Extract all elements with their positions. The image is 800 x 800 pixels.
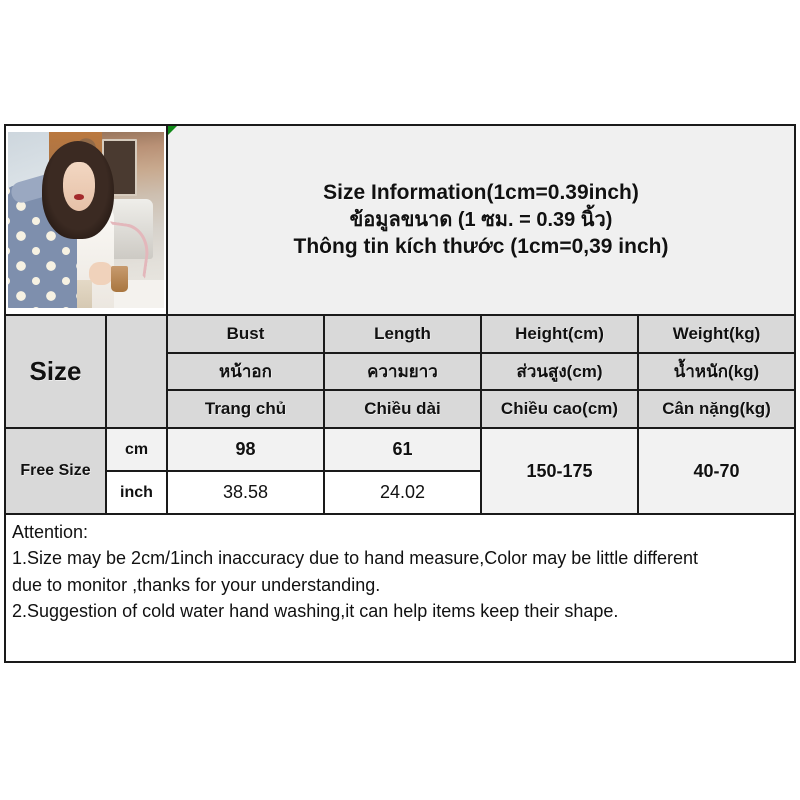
weight-value: 40-70 [639,429,794,513]
column-length-header-th: ความยาว [325,353,480,392]
bust-value-inch: 38.58 [168,472,323,513]
column-weight: Weight(kg) น้ำหนัก(kg) Cân nặng(kg) 40-7… [639,316,794,513]
unit-label-cm: cm [107,429,166,472]
photo-face [62,161,96,212]
unit-header-spacer [107,316,166,429]
length-value-inch: 24.02 [325,472,480,513]
column-weight-header-vi: Cân nặng(kg) [639,391,794,430]
column-length-header-en: Length [325,316,480,354]
bust-value-cm: 98 [168,429,323,472]
column-height-header-en: Height(cm) [482,316,637,354]
length-value-cm: 61 [325,429,480,472]
chart-top-band: Size Information(1cm=0.39inch) ข้อมูลขนา… [6,126,794,316]
column-height-header-vi: Chiều cao(cm) [482,391,637,430]
column-bust-header-th: หน้าอก [168,353,323,392]
product-photo-cell [6,126,168,314]
measurement-table: Size Free Size cm inch Bust หน้าอก Trang… [6,316,794,515]
photo-hand [89,262,113,286]
photo-lips [73,193,85,200]
photo-drink-cup [110,265,129,293]
photo-planter [106,198,154,259]
column-bust: Bust หน้าอก Trang chủ 98 38.58 [168,316,325,513]
column-weight-header-th: น้ำหนัก(kg) [639,353,794,392]
attention-line-1: 1.Size may be 2cm/1inch inaccuracy due t… [12,548,699,569]
product-photo [8,132,164,308]
column-height-header-th: ส่วนสูง(cm) [482,353,637,392]
attention-block: Attention: 1.Size may be 2cm/1inch inacc… [6,515,794,661]
column-height-headers: Height(cm) ส่วนสูง(cm) Chiều cao(cm) [482,316,637,430]
error-marker-icon [168,126,177,135]
attention-line-3: 2.Suggestion of cold water hand washing,… [12,600,619,621]
unit-column: cm inch [107,316,168,513]
height-value: 150-175 [482,429,637,513]
attention-line-2: due to monitor ,thanks for your understa… [12,574,381,595]
title-thai: ข้อมูลขนาด (1 ซม. = 0.39 นิ้ว) [349,208,613,231]
column-height: Height(cm) ส่วนสูง(cm) Chiều cao(cm) 150… [482,316,639,513]
title-cell: Size Information(1cm=0.39inch) ข้อมูลขนา… [168,126,794,314]
column-bust-header-en: Bust [168,316,323,354]
size-chart: Size Information(1cm=0.39inch) ข้อมูลขนา… [4,124,796,663]
column-weight-headers: Weight(kg) น้ำหนัก(kg) Cân nặng(kg) [639,316,794,430]
unit-label-inch: inch [107,472,166,513]
size-header-label: Size [6,316,105,429]
title-vietnamese: Thông tin kích thước (1cm=0,39 inch) [293,235,669,259]
column-bust-headers: Bust หน้าอก Trang chủ [168,316,323,430]
column-bust-header-vi: Trang chủ [168,391,323,430]
column-length: Length ความยาว Chiều dài 61 24.02 [325,316,482,513]
column-weight-header-en: Weight(kg) [639,316,794,354]
attention-heading: Attention: [12,522,89,542]
size-value-cell: Free Size [6,429,105,513]
size-column: Size Free Size [6,316,107,513]
title-english: Size Information(1cm=0.39inch) [323,180,639,204]
column-length-header-vi: Chiều dài [325,391,480,430]
column-length-headers: Length ความยาว Chiều dài [325,316,480,430]
